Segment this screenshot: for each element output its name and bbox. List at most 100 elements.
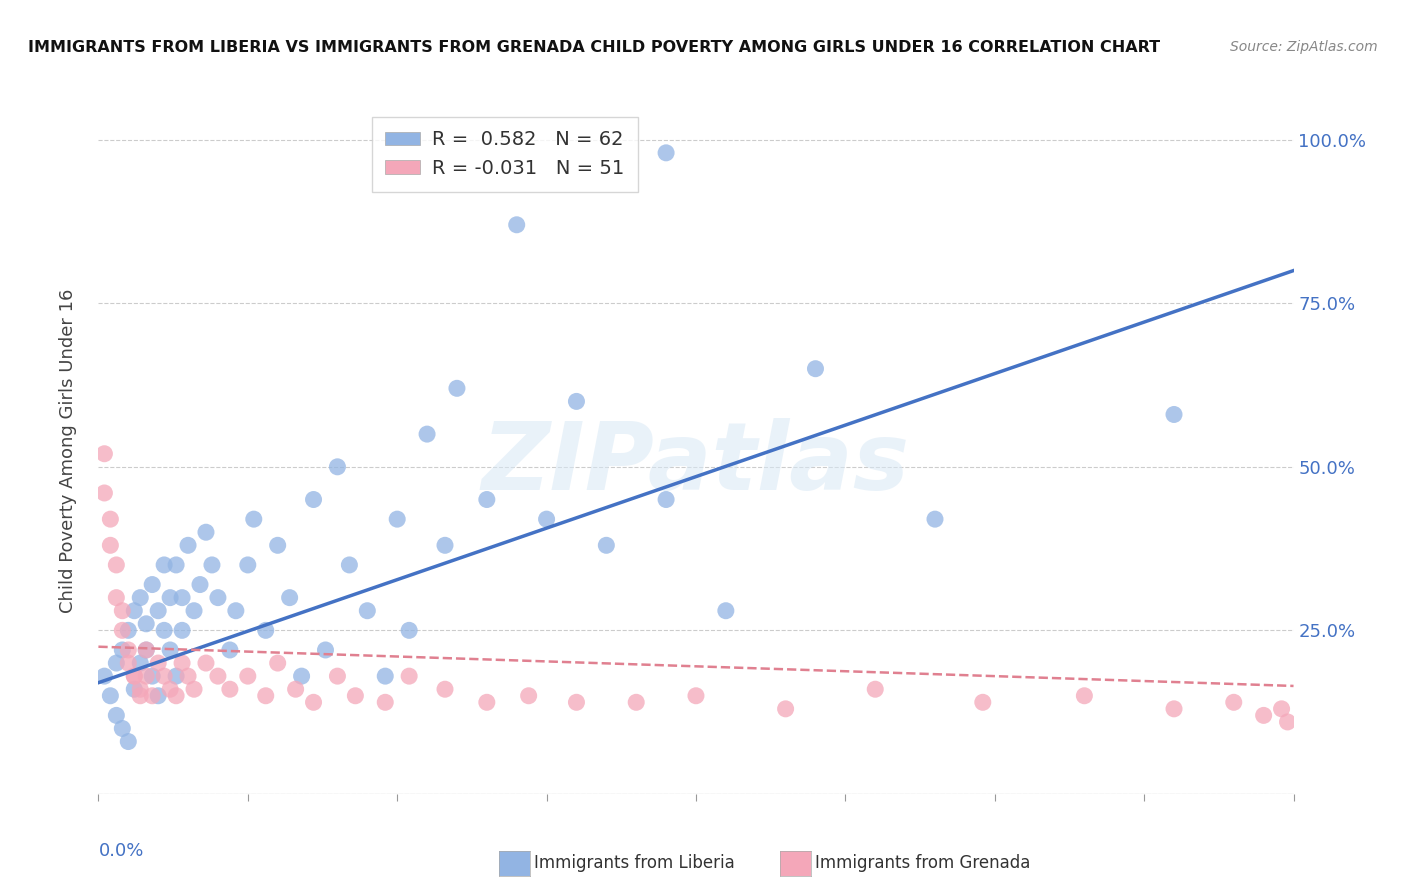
Point	[804, 361, 827, 376]
Point	[153, 624, 176, 638]
Point	[565, 394, 588, 409]
Legend: R =  0.582   N = 62, R = -0.031   N = 51: R = 0.582 N = 62, R = -0.031 N = 51	[371, 117, 638, 192]
Point	[105, 591, 128, 605]
Point	[159, 591, 181, 605]
Point	[207, 669, 229, 683]
Point	[565, 695, 588, 709]
Point	[111, 624, 134, 638]
Point	[506, 218, 529, 232]
Point	[129, 656, 152, 670]
Point	[1277, 714, 1299, 729]
Point	[339, 558, 361, 572]
Text: Immigrants from Liberia: Immigrants from Liberia	[534, 855, 735, 872]
Point	[105, 708, 128, 723]
Point	[153, 558, 176, 572]
Point	[685, 689, 707, 703]
Point	[655, 145, 678, 160]
Point	[243, 512, 266, 526]
Y-axis label: Child Poverty Among Girls Under 16: Child Poverty Among Girls Under 16	[59, 288, 77, 613]
Point	[124, 669, 146, 683]
Point	[159, 643, 181, 657]
Point	[135, 643, 157, 657]
Point	[117, 643, 139, 657]
Point	[1163, 408, 1185, 422]
Point	[105, 656, 128, 670]
Point	[225, 604, 247, 618]
Point	[93, 669, 115, 683]
Point	[105, 558, 128, 572]
Point	[284, 682, 307, 697]
Point	[165, 558, 187, 572]
Point	[865, 682, 887, 697]
Point	[775, 702, 797, 716]
Point	[153, 669, 176, 683]
Point	[183, 604, 205, 618]
Point	[1223, 695, 1246, 709]
Point	[536, 512, 558, 526]
Point	[195, 525, 218, 540]
Point	[93, 447, 115, 461]
Point	[141, 577, 163, 591]
Point	[148, 689, 170, 703]
Text: IMMIGRANTS FROM LIBERIA VS IMMIGRANTS FROM GRENADA CHILD POVERTY AMONG GIRLS UND: IMMIGRANTS FROM LIBERIA VS IMMIGRANTS FR…	[28, 40, 1160, 55]
Point	[595, 538, 617, 552]
Point	[124, 669, 146, 683]
Point	[129, 591, 152, 605]
Point	[172, 591, 194, 605]
Point	[374, 669, 396, 683]
Point	[159, 682, 181, 697]
Point	[446, 381, 468, 395]
Point	[416, 427, 439, 442]
Point	[117, 624, 139, 638]
Point	[254, 624, 277, 638]
Point	[148, 604, 170, 618]
Point	[374, 695, 396, 709]
Point	[254, 689, 277, 703]
Point	[236, 669, 259, 683]
Point	[141, 669, 163, 683]
Point	[219, 682, 242, 697]
Point	[195, 656, 218, 670]
Point	[219, 643, 242, 657]
Point	[124, 604, 146, 618]
Point	[517, 689, 540, 703]
Point	[626, 695, 648, 709]
Point	[98, 538, 122, 552]
Point	[165, 689, 187, 703]
Point	[302, 695, 325, 709]
Point	[267, 656, 290, 670]
Point	[326, 459, 349, 474]
Point	[434, 538, 457, 552]
Point	[188, 577, 211, 591]
Point	[356, 604, 378, 618]
Point	[1253, 708, 1275, 723]
Point	[172, 656, 194, 670]
Point	[278, 591, 301, 605]
Point	[177, 669, 200, 683]
Point	[302, 492, 325, 507]
Point	[124, 682, 146, 697]
Text: Source: ZipAtlas.com: Source: ZipAtlas.com	[1230, 40, 1378, 54]
Point	[98, 689, 122, 703]
Point	[655, 492, 678, 507]
Point	[475, 492, 498, 507]
Point	[972, 695, 994, 709]
Point	[1073, 689, 1095, 703]
Point	[398, 624, 420, 638]
Text: Immigrants from Grenada: Immigrants from Grenada	[815, 855, 1031, 872]
Point	[344, 689, 367, 703]
Point	[111, 643, 134, 657]
Point	[172, 624, 194, 638]
Point	[236, 558, 259, 572]
Point	[291, 669, 314, 683]
Point	[135, 643, 157, 657]
Point	[385, 512, 409, 526]
Point	[1271, 702, 1294, 716]
Point	[398, 669, 420, 683]
Point	[129, 682, 152, 697]
Point	[207, 591, 229, 605]
Point	[326, 669, 349, 683]
Point	[165, 669, 187, 683]
Text: 0.0%: 0.0%	[98, 842, 143, 860]
Point	[714, 604, 737, 618]
